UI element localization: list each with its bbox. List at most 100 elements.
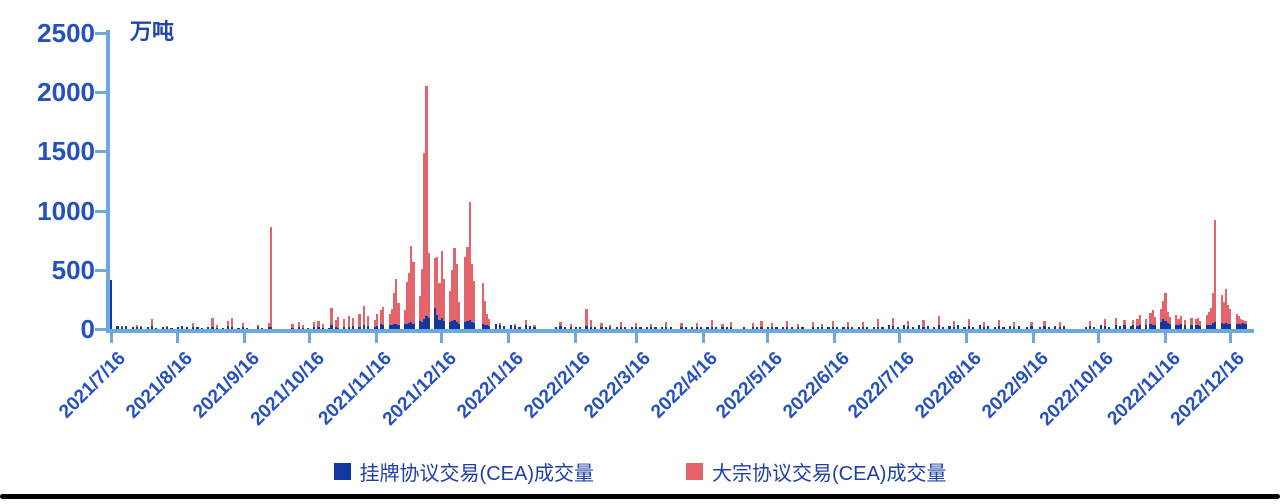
bar-segment-block — [585, 308, 588, 327]
bar-segment-block — [760, 321, 763, 327]
bar-segment-listed — [801, 326, 804, 329]
bar-segment-listed — [881, 327, 884, 329]
bar-segment-listed — [170, 327, 173, 329]
bar-segment-block — [1240, 319, 1243, 325]
bar-segment-listed — [710, 326, 713, 329]
bar-segment-block — [967, 318, 970, 327]
bar-segment-listed — [1240, 324, 1243, 329]
bar-segment-block — [589, 319, 592, 328]
bar-segment-block — [388, 313, 391, 325]
bar-segment-listed — [725, 327, 728, 329]
bar-segment-listed — [1244, 323, 1247, 329]
bar-segment-listed — [472, 323, 476, 329]
bar-segment-block — [334, 319, 337, 328]
bar-segment-block — [313, 321, 316, 327]
bar-segment-listed — [1166, 323, 1169, 329]
bar-segment-listed — [812, 327, 815, 329]
x-tick — [898, 333, 902, 343]
bar-segment-listed — [1207, 324, 1210, 329]
bar-segment-listed — [442, 320, 445, 329]
bar-segment-block — [952, 321, 955, 327]
bar-segment-listed — [624, 326, 627, 329]
x-tick — [507, 333, 511, 343]
bar-segment-listed — [1242, 323, 1245, 329]
bar-segment-block — [192, 322, 195, 327]
bar-segment-block — [1123, 320, 1126, 326]
bar-segment-block — [330, 308, 333, 326]
bar-segment-listed — [1194, 324, 1197, 329]
bar-segment-block — [451, 270, 454, 321]
bar-segment-listed — [630, 327, 633, 329]
bar-segment-block — [1043, 320, 1046, 327]
bar-segment-listed — [440, 317, 443, 329]
bar-segment-block — [351, 317, 355, 327]
bar-segment-block — [1196, 318, 1200, 326]
bar-segment-block — [1220, 295, 1223, 324]
bar-segment-listed — [1179, 324, 1182, 329]
bar-segment-listed — [766, 327, 770, 329]
bar-segment-block — [362, 305, 365, 326]
bar-segment-listed — [790, 326, 793, 329]
bar-segment-listed — [967, 326, 970, 329]
bar-segment-block — [449, 290, 452, 322]
legend-swatch-listed-icon — [333, 463, 351, 480]
bar-segment-listed — [140, 326, 143, 329]
bar-segment-listed — [1162, 318, 1165, 329]
bar-segment-block — [635, 323, 638, 327]
bar-segment-block — [1030, 322, 1033, 327]
bar-segment-listed — [395, 324, 398, 329]
bar-segment-listed — [645, 326, 648, 329]
bar-segment-block — [1151, 310, 1154, 325]
bar-segment-listed — [494, 324, 497, 329]
bar-segment-listed — [1136, 326, 1139, 329]
bar-segment-block — [412, 262, 415, 324]
bar-segment-listed — [410, 322, 413, 329]
bar-segment-block — [438, 283, 441, 320]
bar-segment-block — [570, 323, 573, 327]
bar-segment-block — [427, 252, 430, 319]
bar-segment-block — [1103, 319, 1107, 327]
bar-segment-block — [455, 264, 458, 322]
bar-segment-listed — [1205, 325, 1208, 329]
bar-segment-listed — [1119, 326, 1122, 329]
bar-segment-listed — [1026, 326, 1029, 329]
bar-segment-listed — [872, 327, 875, 329]
bar-segment-block — [211, 317, 214, 328]
bar-segment-block — [820, 323, 824, 328]
y-tick-label: 2500 — [37, 18, 95, 48]
bar-segment-listed — [468, 319, 471, 329]
bar-segment-listed — [1114, 325, 1117, 329]
bar-segment-listed — [1088, 326, 1092, 329]
bar-segment-listed — [831, 327, 834, 329]
bar-segment-listed — [302, 327, 305, 329]
bar-segment-listed — [877, 326, 880, 329]
bar-segment-listed — [699, 326, 703, 329]
bar-segment-listed — [563, 327, 566, 329]
bar-segment-listed — [116, 326, 119, 329]
bar-segment-block — [423, 153, 426, 319]
bar-segment-listed — [1196, 325, 1200, 329]
bar-segment-listed — [146, 327, 149, 329]
bar-segment-listed — [1030, 326, 1033, 329]
bar-segment-listed — [449, 321, 452, 329]
bar-segment-block — [405, 282, 409, 324]
bar-segment-block — [1244, 321, 1247, 324]
bar-segment-listed — [321, 327, 324, 329]
bar-segment-listed — [1099, 325, 1102, 329]
bar-segment-listed — [131, 326, 134, 329]
y-tick — [95, 91, 107, 95]
bar-segment-block — [226, 321, 229, 327]
bar-segment-listed — [1123, 325, 1126, 329]
x-tick — [965, 333, 969, 343]
bar-segment-listed — [185, 327, 188, 329]
bar-segment-listed — [403, 324, 406, 329]
y-axis-unit-label: 万吨 — [130, 19, 175, 44]
y-tick — [95, 268, 107, 272]
bar-segment-listed — [408, 323, 411, 329]
bar-segment-listed — [721, 326, 724, 329]
bar-segment-listed — [226, 326, 229, 329]
bar-segment-block — [468, 202, 471, 320]
bar-segment-listed — [1108, 326, 1111, 329]
bar-segment-block — [1212, 292, 1215, 324]
bar-segment-listed — [1212, 323, 1215, 329]
